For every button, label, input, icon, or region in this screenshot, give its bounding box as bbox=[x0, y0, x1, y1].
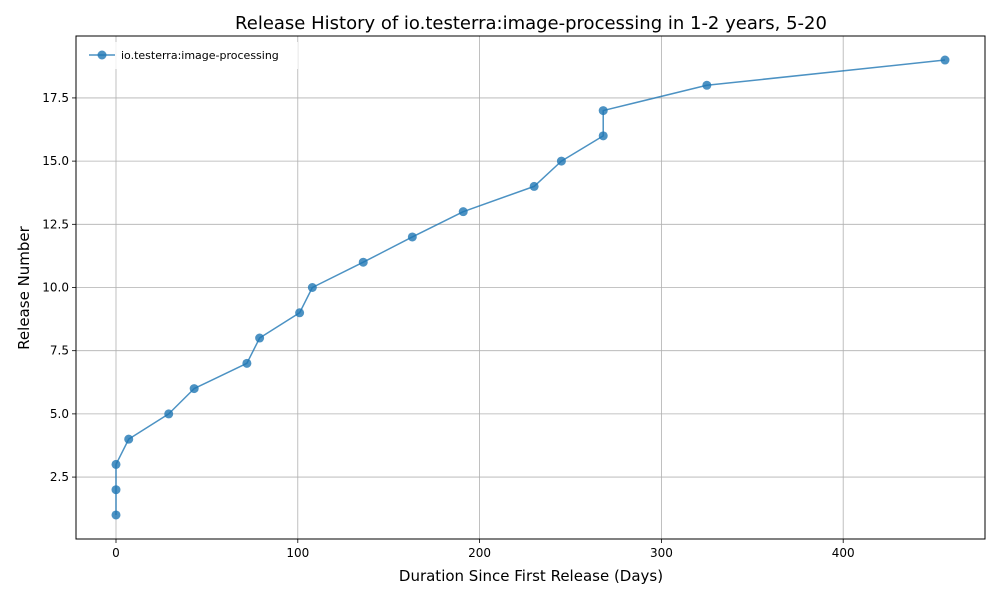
data-point bbox=[458, 207, 468, 217]
legend-entry-label: io.testerra:image-processing bbox=[121, 49, 279, 62]
x-axis-label: Duration Since First Release (Days) bbox=[399, 567, 663, 585]
y-tick-label: 10.0 bbox=[42, 281, 69, 295]
data-point bbox=[124, 434, 134, 444]
x-tick-label: 0 bbox=[112, 546, 120, 560]
data-point bbox=[598, 131, 608, 141]
data-point bbox=[255, 333, 265, 343]
legend: io.testerra:image-processing bbox=[83, 42, 298, 69]
y-tick-label: 17.5 bbox=[42, 91, 69, 105]
data-point bbox=[111, 510, 121, 520]
data-point bbox=[111, 459, 121, 469]
x-tick-label: 300 bbox=[650, 546, 673, 560]
data-point bbox=[189, 384, 199, 394]
data-point bbox=[556, 156, 566, 166]
y-tick-label: 2.5 bbox=[50, 470, 69, 484]
x-tick-label: 200 bbox=[468, 546, 491, 560]
data-point bbox=[111, 485, 121, 495]
x-tick-label: 100 bbox=[286, 546, 309, 560]
data-point bbox=[407, 232, 417, 242]
data-point bbox=[529, 181, 539, 191]
y-axis-label: Release Number bbox=[15, 225, 33, 349]
data-point bbox=[295, 308, 305, 318]
data-point bbox=[940, 55, 950, 65]
legend-box bbox=[83, 42, 298, 69]
chart-title: Release History of io.testerra:image-pro… bbox=[235, 13, 827, 34]
grid bbox=[76, 36, 985, 539]
data-point bbox=[702, 80, 712, 90]
data-point bbox=[307, 283, 317, 292]
y-tick-label: 15.0 bbox=[42, 154, 69, 168]
y-tick-label: 7.5 bbox=[50, 344, 69, 358]
axis-ticks: 0 100 200 300 400 2.5 5.0 7.5 10.0 12.5 15.0 17.5 bbox=[42, 91, 854, 560]
x-tick-label: 400 bbox=[832, 546, 855, 560]
legend-marker-swatch bbox=[97, 50, 107, 60]
series bbox=[111, 55, 950, 520]
y-tick-label: 12.5 bbox=[42, 217, 69, 231]
data-point bbox=[164, 409, 174, 419]
y-tick-label: 5.0 bbox=[50, 407, 69, 421]
data-point bbox=[358, 257, 368, 267]
data-point bbox=[242, 358, 252, 368]
data-point bbox=[598, 106, 608, 116]
